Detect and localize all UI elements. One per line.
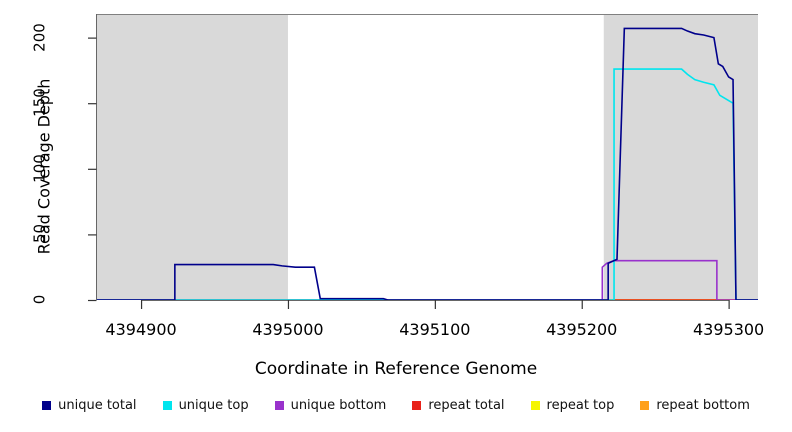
legend-item-unique-total[interactable]: unique total — [42, 398, 137, 413]
legend-item-repeat-bottom[interactable]: repeat bottom — [640, 398, 750, 413]
legend-label: repeat bottom — [656, 398, 750, 413]
x-tick-label: 4395200 — [546, 320, 618, 339]
y-tick-label: 200 — [30, 22, 49, 52]
legend-swatch-icon — [530, 401, 540, 410]
legend-item-unique-top[interactable]: unique top — [162, 398, 249, 413]
repeat-region-left — [97, 14, 288, 300]
plot-area — [97, 14, 758, 300]
x-tick-label: 4395000 — [252, 320, 324, 339]
x-tick-label: 4394900 — [105, 320, 177, 339]
legend-item-repeat-top[interactable]: repeat top — [530, 398, 615, 413]
legend-item-unique-bottom[interactable]: unique bottom — [274, 398, 387, 413]
legend-swatch-icon — [412, 401, 422, 410]
coverage-chart-svg — [97, 14, 758, 300]
x-axis-title: Coordinate in Reference Genome — [254, 359, 538, 379]
repeat-region-right — [603, 14, 758, 300]
legend-label: unique top — [178, 398, 249, 413]
y-axis-ticks — [88, 14, 97, 302]
legend-swatch-icon — [640, 401, 650, 410]
legend: unique total unique top unique bottom repea… — [0, 398, 792, 413]
legend-label: unique bottom — [290, 398, 387, 413]
x-tick-label: 4395100 — [399, 320, 471, 339]
legend-swatch-icon — [274, 401, 284, 410]
legend-label: repeat total — [428, 398, 505, 413]
legend-label: unique total — [58, 398, 137, 413]
legend-label: repeat top — [546, 398, 615, 413]
series-unique-total — [97, 27, 758, 300]
legend-swatch-icon — [162, 401, 172, 410]
legend-swatch-icon — [42, 401, 52, 410]
legend-item-repeat-total[interactable]: repeat total — [412, 398, 505, 413]
x-tick-label: 4395300 — [692, 320, 765, 339]
y-axis: 0 50 100 150 200 — [0, 0, 97, 432]
